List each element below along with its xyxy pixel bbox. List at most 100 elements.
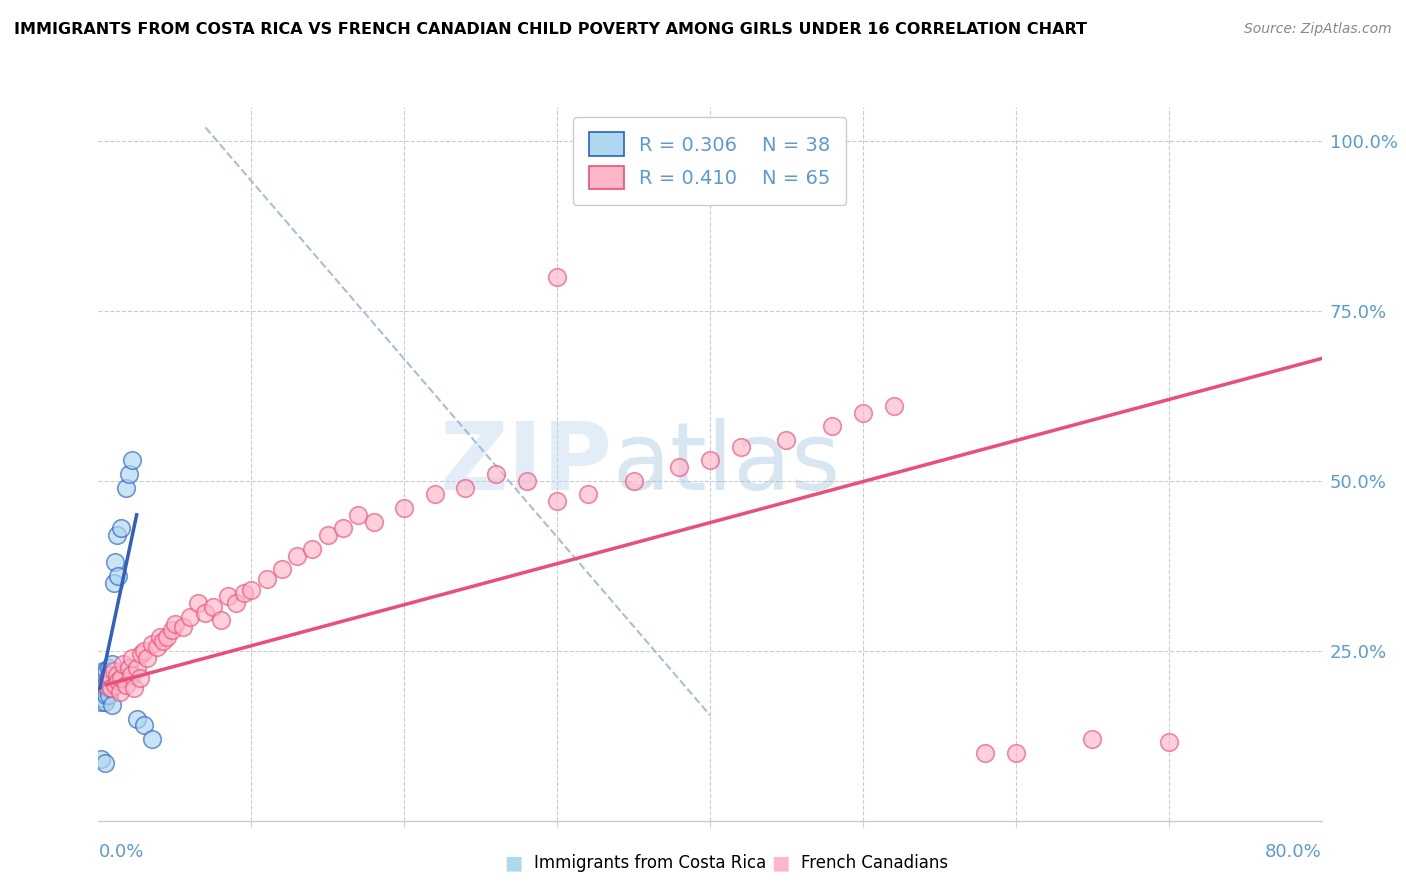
Point — [104, 678, 127, 692]
Point — [108, 684, 131, 698]
Point — [121, 650, 143, 665]
Point — [89, 688, 111, 702]
Point — [93, 667, 115, 681]
Point — [110, 521, 132, 535]
Point — [91, 691, 114, 706]
Point — [363, 515, 385, 529]
Point — [94, 664, 117, 678]
Point — [90, 684, 112, 698]
Point — [883, 399, 905, 413]
Point — [128, 671, 150, 685]
Point — [98, 661, 121, 675]
Point — [152, 633, 174, 648]
Point — [90, 667, 112, 681]
Point — [94, 678, 117, 692]
Point — [1081, 732, 1104, 747]
Point — [91, 671, 114, 685]
Point — [821, 419, 844, 434]
Text: 0.0%: 0.0% — [98, 843, 143, 861]
Point — [172, 620, 194, 634]
Point — [347, 508, 370, 522]
Point — [217, 590, 239, 604]
Point — [90, 695, 112, 709]
Point — [125, 712, 148, 726]
Point — [454, 481, 477, 495]
Point — [101, 698, 124, 712]
Point — [699, 453, 721, 467]
Text: atlas: atlas — [612, 417, 841, 510]
Point — [105, 528, 128, 542]
Point — [301, 541, 323, 556]
Point — [98, 667, 121, 681]
Point — [100, 681, 122, 695]
Point — [90, 678, 112, 692]
Point — [668, 460, 690, 475]
Point — [730, 440, 752, 454]
Point — [101, 657, 124, 672]
Text: French Canadians: French Canadians — [801, 855, 949, 872]
Point — [232, 586, 254, 600]
Point — [103, 575, 125, 590]
Point — [576, 487, 599, 501]
Point — [285, 549, 308, 563]
Point — [332, 521, 354, 535]
Point — [115, 678, 138, 692]
Point — [194, 607, 217, 621]
Point — [115, 481, 138, 495]
Point — [122, 681, 145, 695]
Point — [149, 630, 172, 644]
Point — [103, 664, 125, 678]
Point — [316, 528, 339, 542]
Text: Source: ZipAtlas.com: Source: ZipAtlas.com — [1244, 22, 1392, 37]
Point — [423, 487, 446, 501]
Point — [91, 664, 114, 678]
Point — [107, 674, 129, 689]
Point — [852, 406, 875, 420]
Point — [94, 688, 117, 702]
Point — [121, 453, 143, 467]
Text: ■: ■ — [503, 854, 523, 872]
Point — [129, 647, 152, 661]
Point — [546, 494, 568, 508]
Point — [240, 582, 263, 597]
Point — [256, 573, 278, 587]
Point — [104, 555, 127, 569]
Point — [1004, 746, 1026, 760]
Text: ■: ■ — [770, 854, 790, 872]
Point — [134, 644, 156, 658]
Text: 80.0%: 80.0% — [1265, 843, 1322, 861]
Point — [209, 613, 232, 627]
Point — [145, 640, 167, 655]
Point — [156, 630, 179, 644]
Point — [100, 681, 122, 695]
Point — [118, 661, 141, 675]
Point — [392, 501, 416, 516]
Point — [225, 596, 247, 610]
Point — [202, 599, 225, 614]
Point — [93, 681, 115, 695]
Point — [89, 674, 111, 689]
Point — [111, 657, 134, 672]
Point — [98, 688, 121, 702]
Point — [270, 562, 292, 576]
Point — [100, 664, 122, 678]
Point — [187, 596, 209, 610]
Point — [97, 671, 120, 685]
Text: Immigrants from Costa Rica: Immigrants from Costa Rica — [534, 855, 766, 872]
Point — [141, 732, 163, 747]
Point — [105, 667, 128, 681]
Text: ZIP: ZIP — [439, 417, 612, 510]
Point — [110, 671, 132, 685]
Point — [163, 616, 186, 631]
Point — [141, 637, 163, 651]
Point — [94, 678, 117, 692]
Point — [93, 756, 115, 770]
Legend: R = 0.306    N = 38, R = 0.410    N = 65: R = 0.306 N = 38, R = 0.410 N = 65 — [574, 117, 846, 205]
Point — [546, 269, 568, 284]
Point — [118, 467, 141, 481]
Point — [120, 667, 142, 681]
Point — [623, 474, 645, 488]
Point — [91, 678, 114, 692]
Point — [97, 681, 120, 695]
Point — [1157, 735, 1180, 749]
